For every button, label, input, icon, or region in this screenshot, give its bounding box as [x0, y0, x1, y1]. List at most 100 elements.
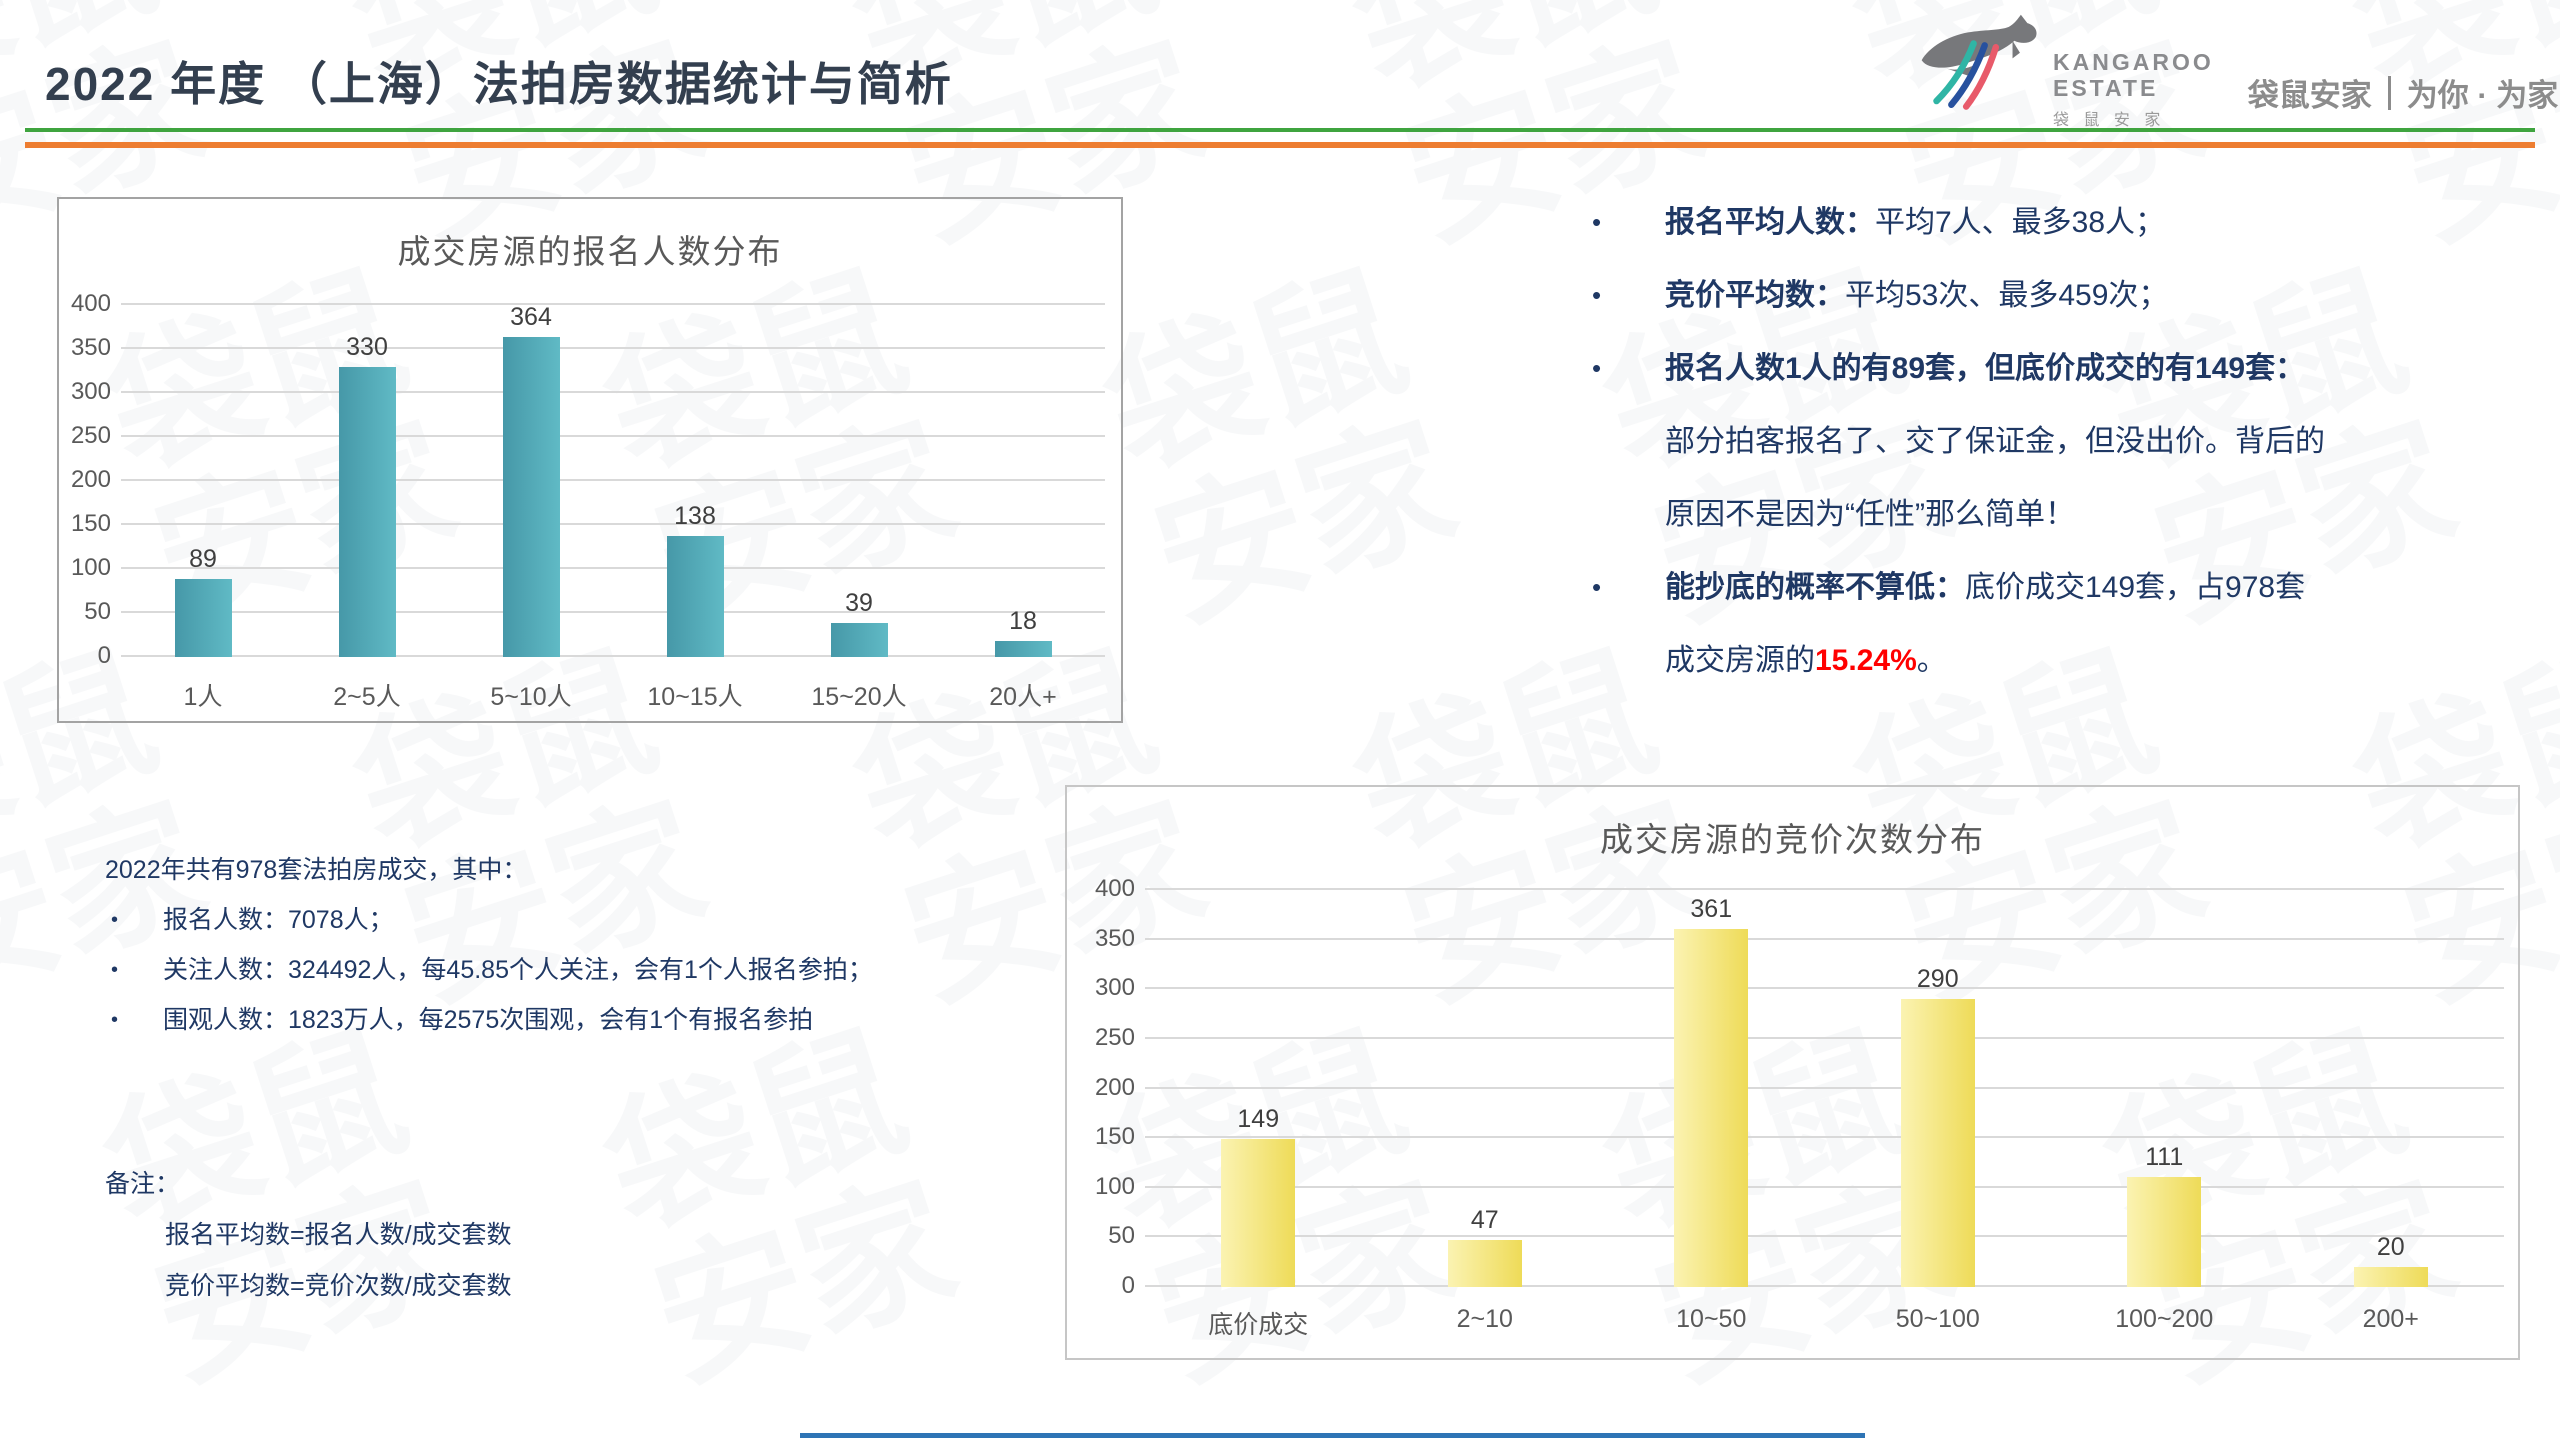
insight-text: 原因不是因为“任性”那么简单！: [1665, 498, 2075, 531]
gridline: 0: [1122, 1274, 2504, 1298]
gridline: 100: [1095, 1174, 2504, 1198]
bar: [338, 366, 396, 657]
brand-tagline: 袋鼠安家 为你 · 为家: [2248, 70, 2558, 115]
insight-text: 报名平均人数：: [1665, 206, 1875, 239]
y-axis-tick-label: 300: [70, 378, 111, 405]
chart-title: 成交房源的报名人数分布: [397, 233, 783, 270]
x-axis-category-label: 10~15人: [647, 683, 743, 711]
insight-text: 部分拍客报名了、交了保证金，但没出价。背后的: [1665, 425, 2325, 458]
insight-line: • 报名人数1人的有89套，但底价成交的有149套：: [1580, 332, 2530, 405]
summary-item: • 关注人数：324492人，每45.85个人关注，会有1个人报名参拍；: [105, 945, 1085, 995]
bar: [666, 535, 724, 657]
kangaroo-logo-icon: [1921, 14, 2037, 110]
logo-wordmark: KANGAROO ESTATE 袋 鼠 安 家: [2053, 49, 2214, 130]
gridline: 350: [1095, 926, 2504, 950]
y-axis-tick-label: 0: [1121, 1272, 1135, 1299]
bar: [1900, 999, 1975, 1287]
y-axis-tick-label: 250: [70, 422, 111, 449]
y-axis-tick-label: 100: [70, 554, 111, 581]
bullet-marker: •: [1592, 572, 1602, 602]
insight-text: 。: [1916, 644, 1947, 677]
insight-text: 能抄底的概率不算低：: [1665, 571, 1965, 604]
y-axis-tick-label: 50: [84, 598, 111, 625]
logo-name-en-1: KANGAROO: [2053, 49, 2214, 75]
y-axis-tick-label: 250: [1094, 1023, 1135, 1051]
y-axis-tick-label: 200: [70, 466, 111, 493]
insight-line: 部分拍客报名了、交了保证金，但没出价。背后的: [1580, 405, 2530, 478]
chart-title: 成交房源的竞价次数分布: [1600, 821, 1985, 858]
summary-item: • 围观人数：1823万人，每2575次围观，会有1个有报名参拍: [105, 995, 1085, 1045]
bottom-accent-line: [800, 1433, 1865, 1438]
logo-name-cn: 袋 鼠 安 家: [2053, 111, 2166, 129]
page-title: 2022 年度 （上海）法拍房数据统计与简析: [45, 58, 953, 110]
bar-slot: 89: [121, 305, 285, 657]
bar-slot: 138: [613, 305, 777, 657]
notes-block: 备注： 报名平均数=报名人数/成交套数 竞价平均数=竞价次数/成交套数: [105, 1158, 512, 1312]
bar-value-label: 138: [674, 501, 716, 530]
bullet-marker: •: [1592, 280, 1602, 310]
grid-layer: 0 50 100 150 200 250 300 350 400: [1095, 877, 2504, 1298]
bar: [1674, 928, 1749, 1287]
x-axis-category-label: 20人+: [989, 683, 1057, 711]
bars-layer: 89 330 364 138 39 18: [121, 305, 1105, 657]
insight-line: 成交房源的15.24%。: [1580, 624, 2530, 697]
bar-value-label: 290: [1916, 965, 1959, 994]
y-axis-tick-label: 150: [70, 510, 111, 537]
gridline: 350: [71, 336, 1105, 360]
bar-slot: 18: [941, 305, 1105, 657]
y-axis-tick-label: 150: [1094, 1123, 1135, 1151]
notes-label: 备注：: [105, 1170, 181, 1198]
logo-name-en-2: ESTATE: [2053, 74, 2159, 101]
y-axis-tick-label: 400: [70, 290, 111, 317]
summary-item: • 报名人数：7078人；: [105, 895, 1085, 945]
registrations-chart-panel: 成交房源的报名人数分布 0 50 100 150 200 250 300 350 400 89 3…: [57, 197, 1123, 723]
bar-slot: 39: [777, 305, 941, 657]
bar-value-label: 39: [845, 588, 873, 617]
header-rule-green: [25, 128, 2535, 132]
bar: [994, 641, 1052, 657]
bar-value-label: 361: [1690, 894, 1733, 923]
bar: [2353, 1267, 2428, 1287]
bar-value-label: 149: [1237, 1105, 1280, 1134]
bars-layer: 149 47 361 290 111 20: [1145, 890, 2504, 1287]
x-axis-labels: 1人 2~5人 5~10人 10~15人 15~20人 20人+: [121, 677, 1105, 713]
company-logo: KANGAROO ESTATE 袋 鼠 安 家 袋鼠安家 为你 · 为家: [1915, 12, 2558, 130]
y-axis-tick-label: 300: [1094, 974, 1135, 1002]
y-axis-tick-label: 400: [1094, 875, 1135, 902]
summary-item-text: 报名人数：7078人；: [163, 906, 394, 934]
insight-text: 报名人数1人的有89套，但底价成交的有149套：: [1665, 352, 2306, 385]
bar-slot: 330: [285, 305, 449, 657]
bar-value-label: 330: [346, 332, 388, 361]
bar-value-label: 111: [2145, 1142, 2184, 1171]
insights-list: • 报名平均人数：平均7人、最多38人； • 竞价平均数：平均53次、最多459次； •…: [1580, 186, 2530, 697]
plot-area: 0 50 100 150 200 250 300 350 400 149 47 361 290 111 2…: [1095, 877, 2504, 1298]
bar-slot: 149: [1145, 890, 1372, 1287]
bar-value-label: 89: [189, 544, 217, 573]
bullet-marker: •: [111, 959, 119, 981]
x-axis-category-label: 5~10人: [490, 683, 572, 711]
bids-chart-panel: 成交房源的竞价次数分布 0 50 100 150 200 250 300 350 400 149…: [1065, 785, 2520, 1360]
summary-item-text: 关注人数：324492人，每45.85个人关注，会有1个人报名参拍；: [163, 956, 873, 984]
bar-value-label: 47: [1470, 1206, 1499, 1235]
notes-line: 报名平均数=报名人数/成交套数: [165, 1221, 512, 1249]
y-axis-tick-label: 350: [70, 334, 111, 361]
gridline: 300: [71, 380, 1105, 404]
insight-line: • 能抄底的概率不算低：底价成交149套，占978套: [1580, 551, 2530, 624]
tagline-divider: [2387, 75, 2391, 110]
x-axis-category-label: 1人: [183, 683, 223, 711]
summary-item-text: 围观人数：1823万人，每2575次围观，会有1个有报名参拍: [163, 1006, 814, 1034]
x-axis-category-label: 2~10: [1456, 1305, 1513, 1333]
bar-value-label: 18: [1009, 607, 1037, 636]
notes-line: 竞价平均数=竞价次数/成交套数: [165, 1272, 512, 1300]
x-axis-labels: 底价成交 2~10 10~50 50~100 100~200 200+: [1145, 1305, 2504, 1341]
gridline: 0: [98, 644, 1105, 668]
gridline: 250: [1095, 1025, 2504, 1049]
bullet-marker: •: [111, 909, 119, 931]
y-axis-tick-label: 50: [1108, 1222, 1135, 1250]
summary-intro: 2022年共有978套法拍房成交，其中：: [105, 856, 528, 884]
insight-text: 成交房源的: [1665, 644, 1815, 677]
x-axis-category-label: 15~20人: [811, 683, 907, 711]
gridline: 50: [1108, 1224, 2504, 1248]
x-axis-category-label: 200+: [2362, 1305, 2419, 1333]
